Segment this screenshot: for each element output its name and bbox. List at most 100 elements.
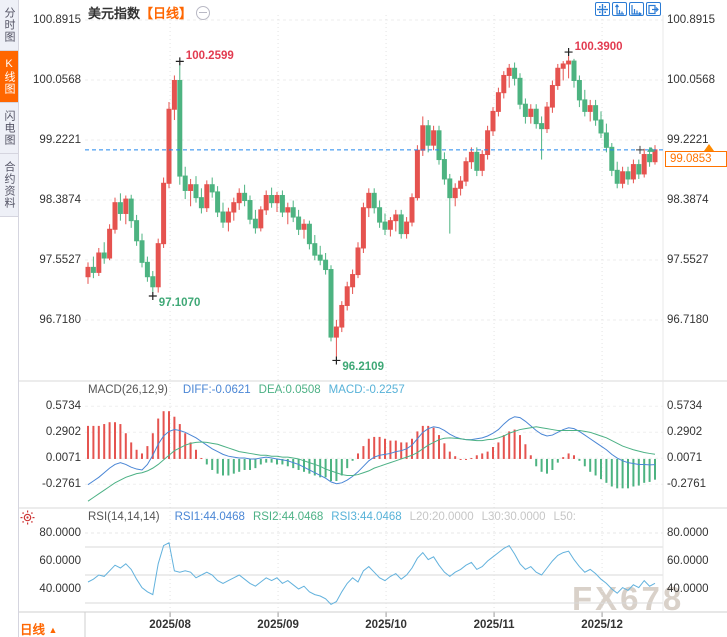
candle (279, 194, 285, 213)
indicator-settings-icon[interactable] (20, 510, 35, 525)
instrument-name: 美元指数 (88, 6, 141, 21)
candle (312, 243, 318, 256)
candle (452, 187, 458, 199)
candle (587, 105, 593, 112)
sidebar-item-分时图[interactable]: 分时图 (0, 0, 18, 51)
macd-name: MACD(26,12,9) (88, 384, 168, 396)
chart-title: 美元指数【日线】 (88, 3, 211, 22)
candle (204, 184, 210, 209)
candle (528, 108, 534, 117)
sidebar-item-合约资料[interactable]: 合约资料 (0, 154, 18, 217)
candle (582, 99, 588, 112)
candle (242, 192, 248, 202)
candle (609, 146, 615, 171)
candle (258, 209, 264, 229)
candle (549, 85, 555, 108)
candle (209, 184, 215, 193)
candle (231, 202, 237, 213)
candle (333, 326, 339, 338)
candle (404, 221, 410, 235)
candle (501, 74, 507, 94)
period-selector-button[interactable]: 日线 ▲ (20, 619, 57, 637)
candle (479, 154, 485, 171)
candle (263, 194, 269, 211)
candle (539, 123, 545, 130)
candle (344, 286, 350, 306)
candle (171, 79, 177, 110)
macd-value-readout: MACD:-0.2257 (328, 384, 405, 396)
candle (306, 223, 312, 245)
crosshair-icon[interactable] (595, 2, 610, 16)
export-right-icon[interactable] (646, 2, 661, 16)
chart-toolbar (595, 2, 661, 16)
sidebar-item-闪电图[interactable]: 闪电图 (0, 103, 18, 154)
period-tag: 【日线】 (140, 6, 193, 21)
candle (414, 149, 420, 199)
candle (620, 171, 626, 184)
axis-scale-vertical-icon[interactable] (612, 2, 627, 16)
candle (522, 103, 528, 117)
candle (393, 214, 399, 222)
candle (490, 110, 496, 132)
rsi-name: RSI(14,14,14) (88, 511, 160, 523)
rsi2-readout: RSI2:44.0468 (252, 511, 324, 523)
candle (366, 192, 372, 209)
candle (112, 202, 118, 230)
candle (182, 175, 188, 191)
candle (215, 191, 221, 213)
candle (382, 221, 388, 230)
candle (155, 243, 161, 288)
candle (377, 207, 383, 223)
candle (517, 77, 523, 105)
candle (236, 192, 242, 204)
candle (463, 161, 469, 182)
candle (636, 164, 642, 175)
candle (603, 132, 609, 148)
candle (117, 202, 123, 214)
candle (323, 259, 329, 271)
candle (441, 159, 447, 180)
current-price-tag: 99.0853 (665, 151, 727, 167)
axis-scale-horizontal-icon[interactable] (629, 2, 644, 16)
candle (436, 130, 442, 161)
candle (247, 200, 253, 220)
candle (468, 151, 474, 163)
candle (431, 130, 437, 146)
candle (474, 151, 480, 171)
rsi-l20-label: L20:20.0000 (409, 511, 474, 523)
candle (144, 261, 150, 278)
candle (425, 125, 431, 146)
candle (355, 247, 361, 276)
candle (90, 266, 96, 273)
candle (447, 178, 453, 199)
candle (555, 67, 561, 87)
candle (96, 252, 102, 273)
candle (576, 79, 582, 101)
candle (317, 254, 323, 261)
candle (107, 228, 113, 259)
macd-header: MACD(26,12,9) DIFF:-0.0621 DEA:0.0508 MACD:… (88, 384, 662, 396)
chart-type-sidebar: 分时图 K线图 闪电图 合约资料 (0, 0, 19, 637)
rsi-l30-label: L30:30.0000 (481, 511, 546, 523)
candle (290, 207, 296, 218)
candle (101, 252, 107, 259)
rsi3-readout: RSI3:44.0468 (331, 511, 402, 523)
sidebar-item-K线图[interactable]: K线图 (0, 51, 18, 103)
candle (630, 164, 636, 180)
candle (506, 67, 512, 76)
candle (269, 194, 275, 204)
candle (560, 63, 566, 69)
candle (360, 207, 366, 249)
rsi-header: RSI(14,14,14) RSI1:44.0468 RSI2:44.0468 RSI… (88, 511, 662, 523)
candle (225, 211, 231, 223)
candle (328, 269, 334, 338)
candle (420, 125, 426, 151)
macd-dea-readout: DEA:0.0508 (258, 384, 321, 396)
candle (571, 60, 577, 81)
candle (495, 92, 501, 112)
candle (512, 67, 518, 79)
collapse-circle-minus-icon[interactable] (196, 6, 211, 20)
candle (123, 198, 129, 214)
